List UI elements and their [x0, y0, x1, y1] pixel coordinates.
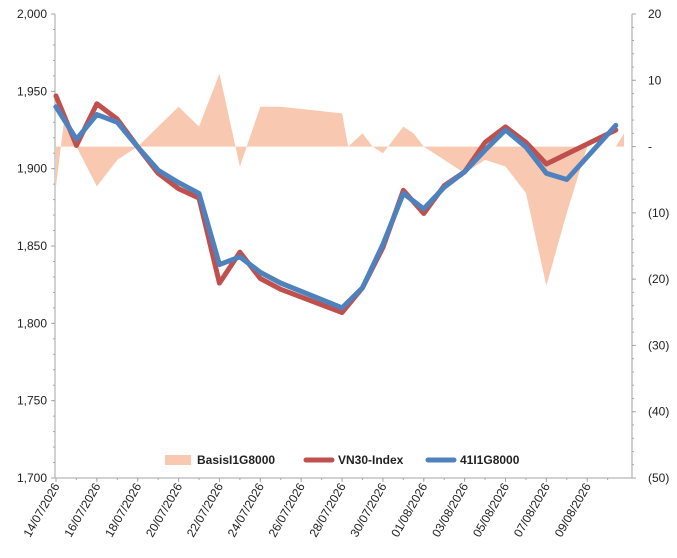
right-tick-label: (40) [648, 405, 669, 419]
legend-swatch-basis [165, 455, 191, 465]
left-tick-label: 1,850 [17, 239, 47, 253]
right-tick-label: (20) [648, 272, 669, 286]
x-tick-label: 14/07/2026 [20, 480, 62, 539]
x-tick-label: 20/07/2026 [143, 480, 185, 539]
x-tick-label: 18/07/2026 [102, 480, 144, 539]
x-tick-label: 05/08/2026 [470, 480, 512, 539]
left-tick-label: 1,950 [17, 84, 47, 98]
x-tick-label: 01/08/2026 [388, 480, 430, 539]
x-tick-label: 16/07/2026 [61, 480, 103, 539]
left-tick-label: 1,800 [17, 316, 47, 330]
x-tick-label: 03/08/2026 [429, 480, 471, 539]
area-layer [56, 73, 624, 286]
left-tick-label: 1,700 [17, 471, 47, 485]
right-tick-label: 20 [648, 7, 662, 21]
x-tick-label: 30/07/2026 [347, 480, 389, 539]
right-tick-label: (30) [648, 338, 669, 352]
x-tick-label: 07/08/2026 [511, 480, 553, 539]
left-tick-label: 1,900 [17, 162, 47, 176]
left-tick-label: 2,000 [17, 7, 47, 21]
x-tick-label: 26/07/2026 [266, 480, 308, 539]
right-tick-label: - [648, 140, 652, 154]
lines-layer [53, 93, 619, 316]
legend: BasisI1G8000 VN30-Index 41I1G8000 [165, 453, 520, 467]
legend-label: 41I1G8000 [460, 453, 520, 467]
right-tick-label: (50) [648, 471, 669, 485]
series-area-basis [56, 73, 624, 286]
right-tick-label: 10 [648, 73, 662, 87]
x-tick-label: 28/07/2026 [306, 480, 348, 539]
right-tick-label: (10) [648, 206, 669, 220]
left-tick-label: 1,750 [17, 394, 47, 408]
x-tick-label: 22/07/2026 [184, 480, 226, 539]
series-line-41i1g8000 [53, 104, 619, 311]
x-tick-label: 24/07/2026 [225, 480, 267, 539]
legend-label: BasisI1G8000 [197, 453, 275, 467]
legend-label: VN30-Index [338, 453, 404, 467]
x-tick-label: 09/08/2026 [552, 480, 594, 539]
